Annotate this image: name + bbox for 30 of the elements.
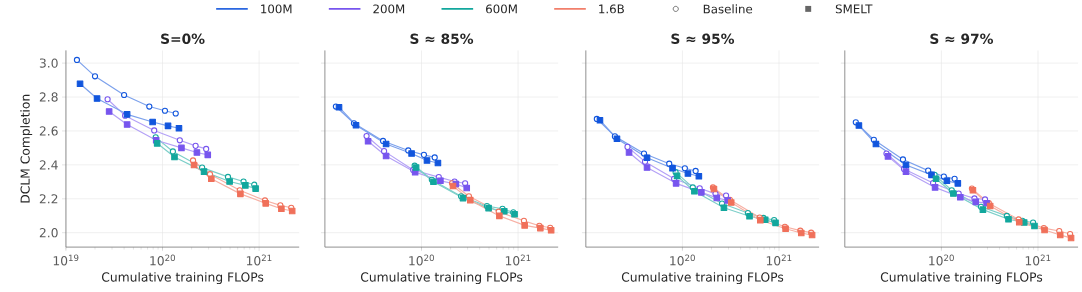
x-axis-title: Cumulative training FLOPs: [101, 272, 264, 285]
chart-title: S ≈ 85%: [410, 33, 474, 45]
legend-label: 1.6B: [599, 4, 624, 14]
y-tick-label: 2.0: [39, 228, 58, 238]
chart-title: S=0%: [161, 33, 205, 45]
text: Baseline: [703, 4, 753, 14]
x-tick-label: 10$^{20}$: [929, 254, 954, 266]
x-axis-title: Cumulative training FLOPs: [360, 272, 523, 285]
y-tick-label: 2.6: [39, 126, 58, 136]
x-tick-label: 10$^{20}$: [409, 254, 434, 266]
x-tick-label: 10$^{21}$: [246, 254, 272, 266]
x-tick-label: 10$^{21}$: [766, 254, 792, 266]
y-tick-label: 2.4: [39, 160, 58, 170]
text: SMELT: [835, 4, 873, 14]
y-axis-title: DCLM Completion: [20, 95, 33, 203]
x-tick-label: 10$^{21}$: [1025, 254, 1051, 266]
y-tick-label: 3.0: [39, 58, 58, 68]
x-tick-label: 10$^{21}$: [505, 254, 531, 266]
legend-label: 600M: [486, 4, 517, 14]
y-tick-label: 2.2: [39, 194, 58, 204]
y-tick-label: 2.8: [39, 92, 58, 102]
legend-label: 200M: [373, 4, 405, 14]
x-tick-label: 10$^{20}$: [150, 254, 176, 266]
x-tick-label: 10$^{20}$: [670, 254, 695, 266]
x-axis-title: Cumulative training FLOPs: [880, 272, 1043, 285]
legend-label: 100M: [261, 4, 292, 14]
chart-title: S ≈ 97%: [930, 33, 994, 45]
chart-title: S ≈ 95%: [671, 33, 735, 45]
x-axis-title: Cumulative training FLOPs: [621, 272, 784, 285]
x-tick-label: 10$^{19}$: [53, 254, 79, 266]
